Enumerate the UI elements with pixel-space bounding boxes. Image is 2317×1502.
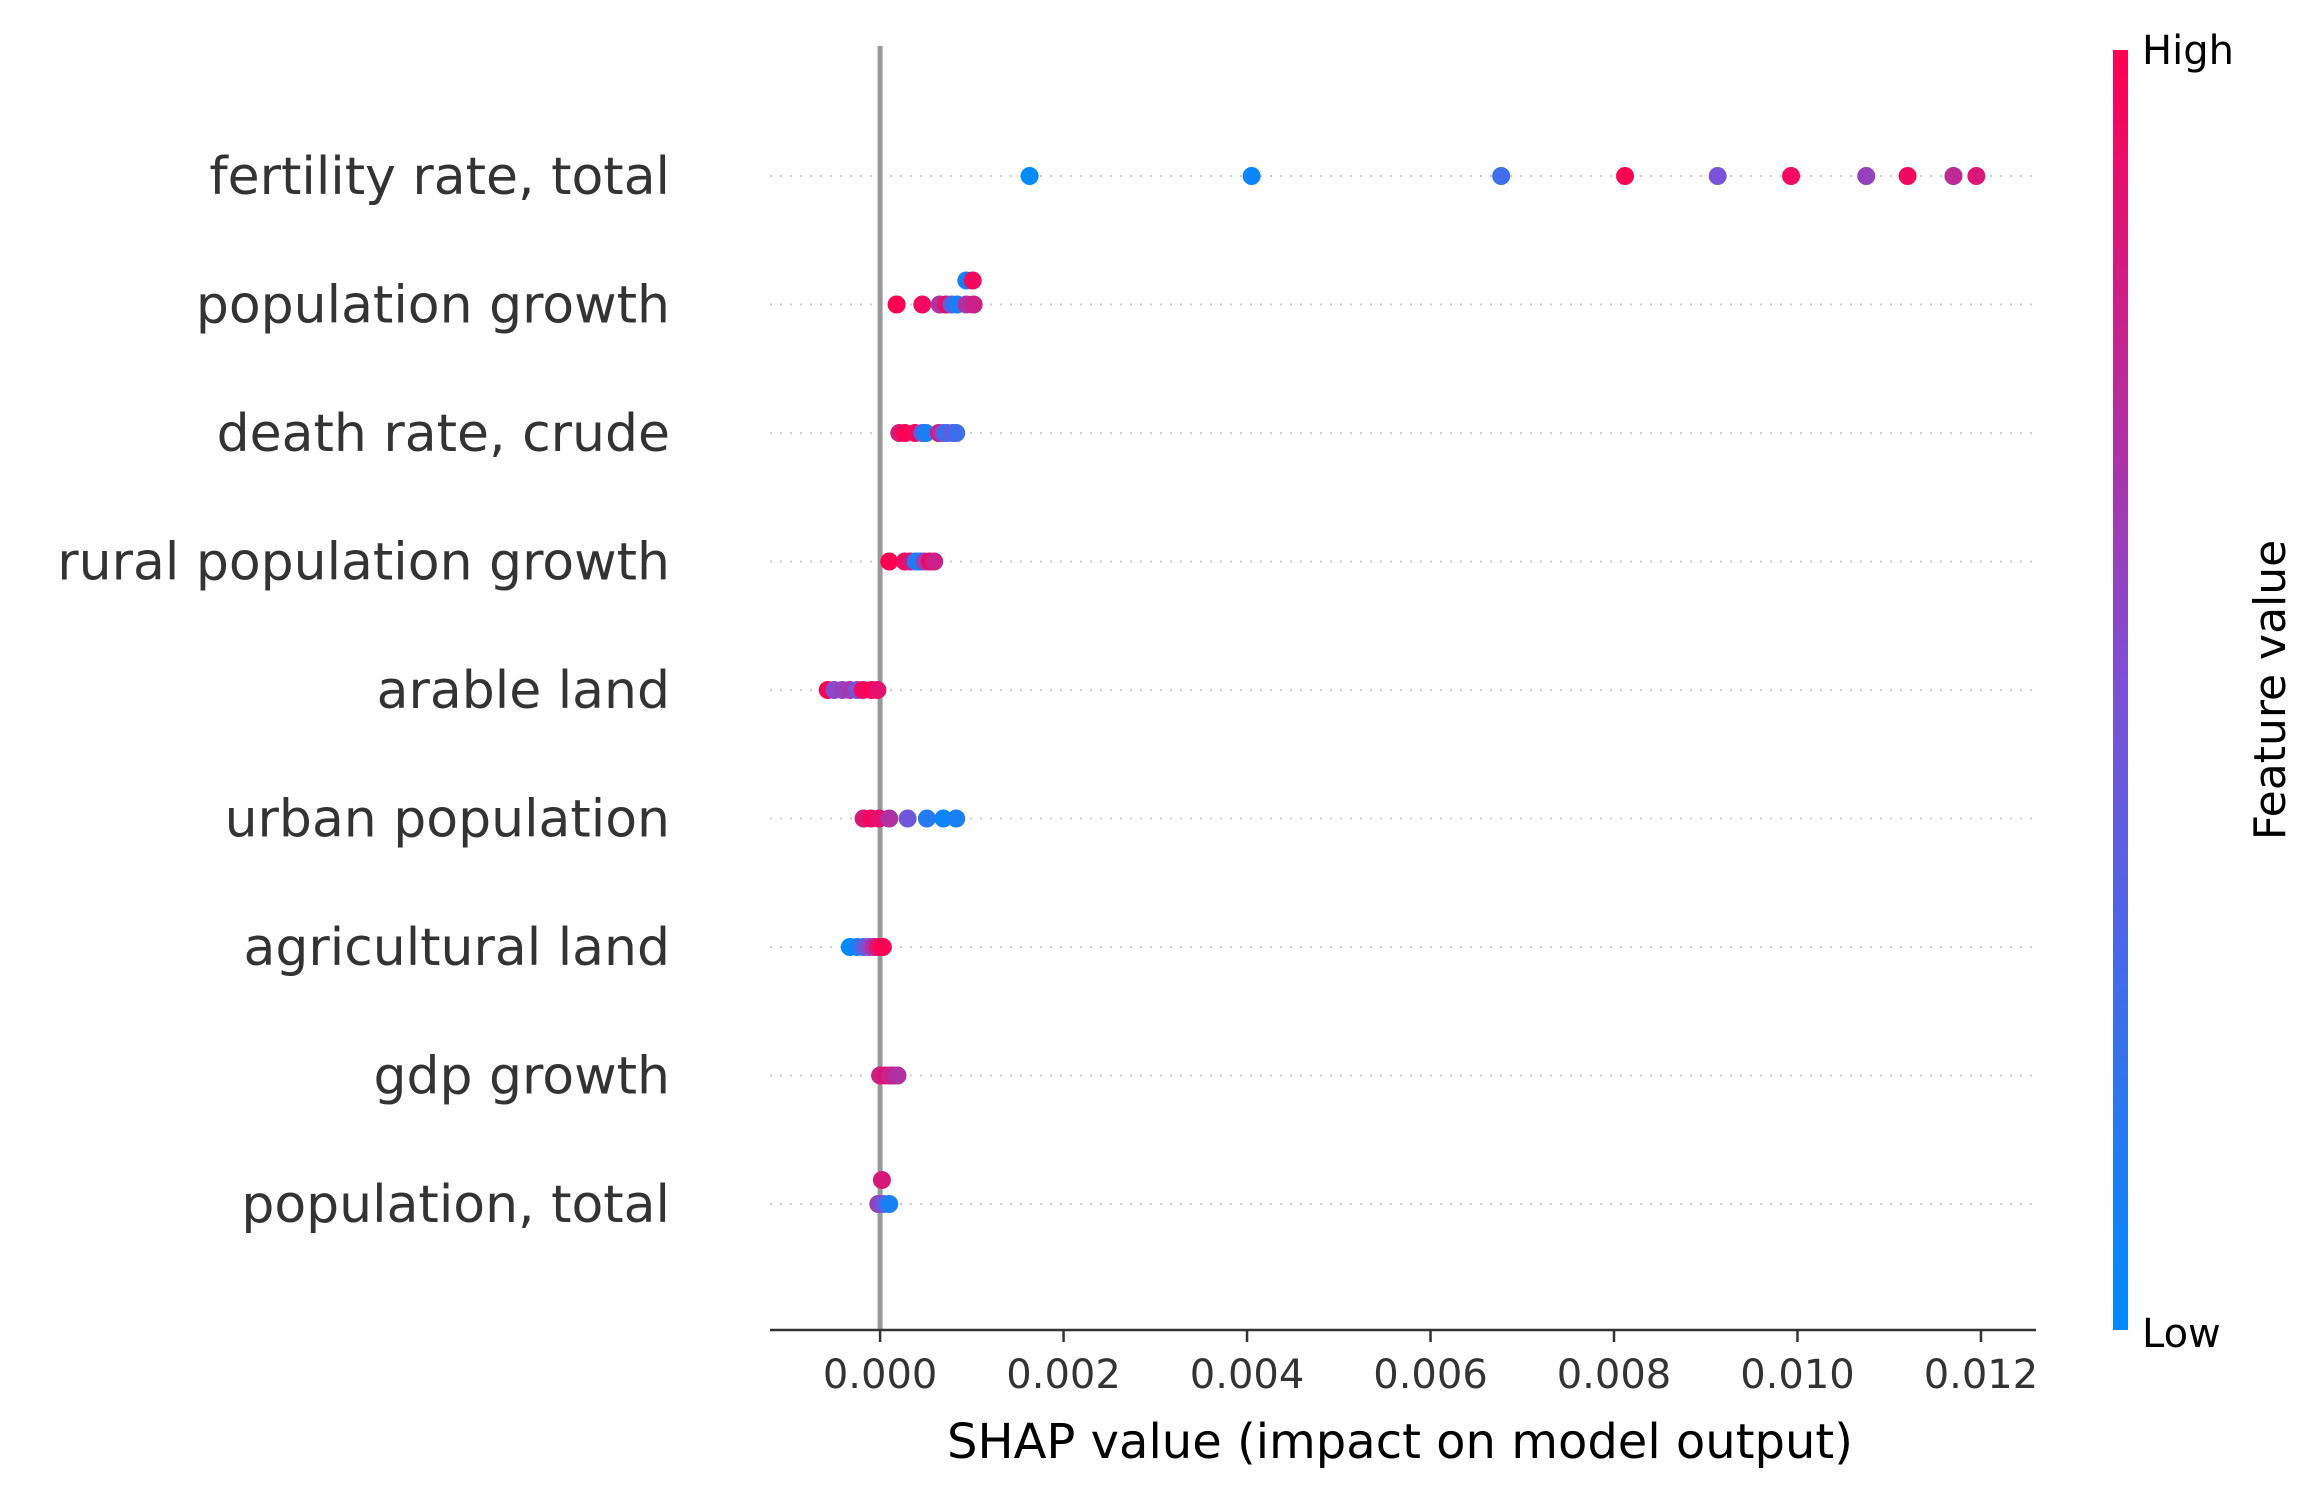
colorbar bbox=[2113, 50, 2128, 1330]
feature-label: fertility rate, total bbox=[209, 147, 670, 207]
x-axis-title: SHAP value (impact on model output) bbox=[947, 1414, 1853, 1470]
data-point bbox=[868, 681, 887, 699]
feature-label: death rate, crude bbox=[217, 404, 670, 464]
feature-label: arable land bbox=[377, 661, 670, 721]
data-point bbox=[873, 938, 892, 956]
feature-label: agricultural land bbox=[243, 918, 670, 978]
data-point bbox=[880, 552, 899, 571]
data-point bbox=[1857, 167, 1876, 185]
data-point bbox=[1616, 167, 1635, 185]
data-point bbox=[934, 809, 953, 828]
x-tick-label: 0.006 bbox=[1373, 1352, 1488, 1398]
data-point bbox=[1898, 167, 1917, 185]
data-point bbox=[963, 271, 982, 290]
feature-label: gdp growth bbox=[374, 1047, 671, 1107]
data-point bbox=[887, 295, 906, 314]
data-point bbox=[1242, 167, 1261, 185]
x-tick-label: 0.000 bbox=[823, 1352, 938, 1398]
data-point bbox=[880, 809, 899, 828]
data-point bbox=[1020, 167, 1039, 185]
feature-labels: fertility rate, total population growth de… bbox=[57, 147, 670, 1235]
colorbar-high-label: High bbox=[2142, 28, 2234, 74]
data-point bbox=[1492, 167, 1511, 185]
data-point bbox=[947, 809, 966, 828]
colorbar-title: Feature value bbox=[2245, 540, 2296, 840]
x-tick-label: 0.010 bbox=[1740, 1352, 1855, 1398]
colorbar-low-label: Low bbox=[2142, 1311, 2221, 1357]
x-ticks: 0.000 0.002 0.004 0.006 0.008 0.010 0.012 bbox=[823, 1330, 2038, 1398]
feature-label: rural population growth bbox=[57, 533, 670, 593]
feature-label: population, total bbox=[241, 1175, 670, 1235]
feature-label: population growth bbox=[196, 276, 670, 336]
data-point bbox=[964, 295, 983, 314]
x-tick-label: 0.008 bbox=[1557, 1352, 1672, 1398]
data-point bbox=[925, 552, 944, 571]
data-point bbox=[1967, 167, 1986, 185]
data-point bbox=[888, 1066, 907, 1085]
data-point bbox=[898, 809, 917, 828]
x-tick-label: 0.012 bbox=[1924, 1352, 2039, 1398]
data-point bbox=[1944, 167, 1963, 185]
data-point bbox=[913, 295, 932, 314]
data-point bbox=[880, 1195, 899, 1213]
data-point bbox=[916, 424, 935, 442]
x-tick-label: 0.002 bbox=[1006, 1352, 1121, 1398]
data-point bbox=[947, 424, 966, 442]
row-gridlines bbox=[770, 175, 2036, 1205]
data-point bbox=[872, 1171, 891, 1189]
data-points bbox=[818, 167, 1986, 1213]
feature-label: urban population bbox=[225, 790, 670, 850]
x-tick-label: 0.004 bbox=[1190, 1352, 1305, 1398]
data-point bbox=[1782, 167, 1801, 185]
data-point bbox=[1708, 167, 1727, 185]
data-point bbox=[917, 809, 936, 828]
